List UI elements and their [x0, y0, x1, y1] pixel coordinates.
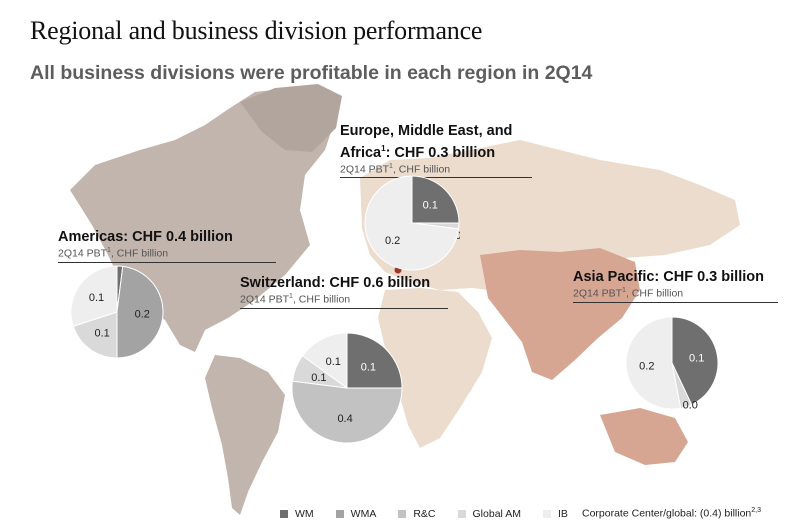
greenland-landmass [240, 84, 342, 152]
apac-subtitle: 2Q14 PBT1, CHF billion [573, 287, 684, 300]
emea-pie-chart: 0.10.00.2 [364, 175, 460, 271]
pie-slice-wm [671, 316, 719, 406]
legend-item-wm: WM [280, 508, 314, 520]
legend-swatch [398, 510, 407, 518]
switzerland-title: Switzerland: CHF 0.6 billion [240, 275, 431, 291]
pie-slice-global-am [72, 311, 118, 359]
page-subtitle: All business divisions were profitable i… [30, 62, 593, 84]
pie-value-label: 0.1 [94, 327, 109, 339]
pie-slice-ib [625, 316, 682, 410]
switzerland-rule [240, 307, 448, 309]
apac-title: Asia Pacific: CHF 0.3 billion [573, 269, 764, 285]
pie-value-label: 0.1 [423, 200, 438, 212]
legend-swatch [280, 510, 288, 518]
americas-title: Americas: CHF 0.4 billion [58, 229, 233, 245]
pie-value-label: 0.4 [337, 413, 352, 425]
pie-slice-ib [301, 332, 348, 389]
legend-item-rc: R&C [398, 508, 436, 520]
apac-rule [573, 301, 778, 303]
apac-landmass [480, 248, 688, 465]
pie-slice-ib [70, 265, 118, 327]
switzerland-subtitle: 2Q14 PBT1, CHF billion [240, 293, 351, 306]
americas-subtitle: 2Q14 PBT1, CHF billion [58, 247, 169, 260]
apac-header: Asia Pacific: CHF 0.3 billion 2Q14 PBT1,… [573, 268, 778, 303]
pie-value-label: 0.1 [689, 352, 704, 364]
americas-pie-chart: 0.00.20.10.1 [70, 265, 164, 359]
legend-item-global-am: Global AM [457, 508, 521, 520]
pie-value-label: 0.1 [361, 362, 376, 374]
pie-slice-wma [116, 265, 164, 359]
legend-swatch [335, 510, 344, 518]
apac-pie-chart: 0.1 0.0 0.2 [625, 316, 719, 410]
switzerland-pie-chart: 0.10.40.10.1 [291, 332, 403, 444]
pie-value-label: 0.1 [326, 356, 341, 368]
corporate-center-note: Corporate Center/global: (0.4) billion2,… [582, 507, 761, 520]
legend-swatch [542, 510, 551, 518]
americas-header: Americas: CHF 0.4 billion 2Q14 PBT1, CHF… [58, 228, 276, 263]
pie-value-label: 0.1 [311, 372, 326, 384]
pie-slice-wm [346, 332, 403, 389]
legend-item-ib: IB [542, 508, 568, 520]
pie-value-label: 0.1 [89, 292, 104, 304]
legend: WM WMA R&C Global AM IB [280, 508, 590, 520]
emea-header: Europe, Middle East, and Africa1: CHF 0.… [340, 122, 532, 179]
pie-value-label: 0.2 [639, 360, 654, 372]
legend-swatch [457, 510, 466, 518]
emea-title: Europe, Middle East, and Africa1: CHF 0.… [340, 123, 513, 161]
pie-value-label: 0.2 [135, 309, 150, 321]
pie-value-label: 0.2 [385, 235, 400, 247]
switzerland-header: Switzerland: CHF 0.6 billion 2Q14 PBT1, … [240, 274, 448, 309]
pie-slice-wm [411, 175, 460, 224]
americas-rule [58, 261, 276, 263]
page-title: Regional and business division performan… [30, 16, 483, 45]
pie-slice-ib [364, 175, 460, 271]
legend-item-wma: WMA [335, 508, 376, 520]
emea-rule [340, 177, 532, 179]
pie-value-label: 0.0 [683, 399, 698, 410]
emea-subtitle: 2Q14 PBT1, CHF billion [340, 162, 451, 176]
pie-slice-r-c [291, 380, 403, 444]
